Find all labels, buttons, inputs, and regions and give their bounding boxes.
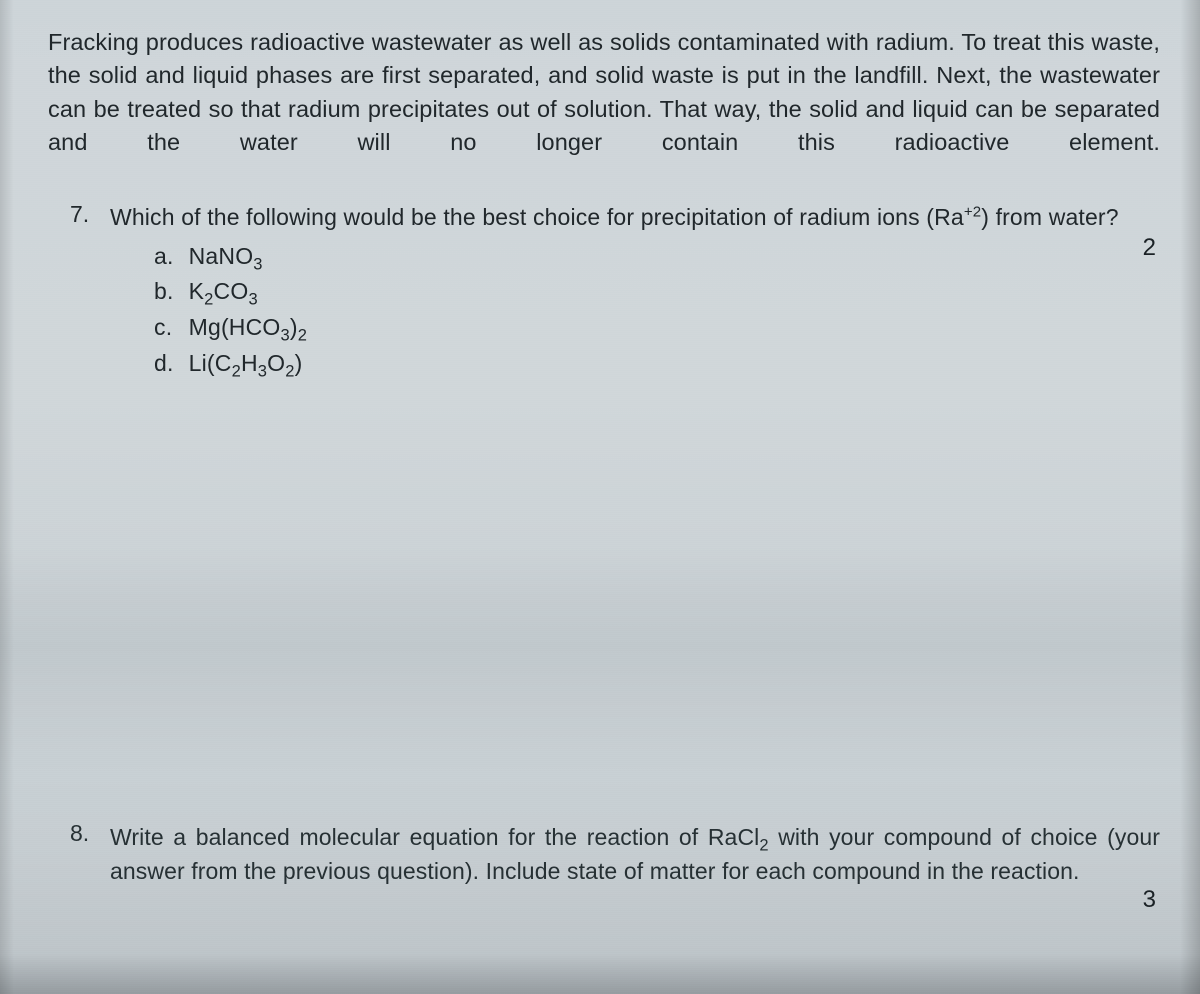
q7-option-b-label: b. xyxy=(154,274,182,310)
q7-stem: Which of the following would be the best… xyxy=(110,201,1160,234)
q7-option-c-label: c. xyxy=(154,310,182,346)
question-7: 7. Which of the following would be the b… xyxy=(48,201,1160,381)
q7-option-d: d. Li(C2H3O2) xyxy=(154,346,1160,382)
q8-stem-pre: Write a balanced molecular equation for … xyxy=(110,824,759,850)
worksheet-page: Fracking produces radioactive wastewater… xyxy=(0,0,1200,431)
q7-option-d-formula: Li(C2H3O2) xyxy=(189,350,303,376)
vignette-right xyxy=(1180,0,1200,994)
q7-points: 2 xyxy=(1143,234,1156,262)
intro-paragraph: Fracking produces radioactive wastewater… xyxy=(48,26,1160,159)
q7-option-b: b. K2CO3 xyxy=(154,274,1160,310)
q8-number: 8. xyxy=(70,820,89,847)
q7-stem-sup: +2 xyxy=(964,204,981,221)
q7-option-a-formula: NaNO3 xyxy=(189,243,263,269)
q7-stem-pre: Which of the following would be the best… xyxy=(110,204,964,230)
q8-points: 3 xyxy=(1143,886,1156,914)
q7-number: 7. xyxy=(70,201,89,228)
q7-option-c-formula: Mg(HCO3)2 xyxy=(189,314,308,340)
vignette-left xyxy=(0,0,14,994)
q7-option-a-label: a. xyxy=(154,239,182,275)
q8-stem-sub: 2 xyxy=(759,837,768,855)
q7-option-b-formula: K2CO3 xyxy=(189,278,258,304)
q7-options: a. NaNO3 b. K2CO3 c. Mg(HCO3)2 d. Li(C2H… xyxy=(110,239,1160,382)
q7-option-c: c. Mg(HCO3)2 xyxy=(154,310,1160,346)
question-8: 8. Write a balanced molecular equation f… xyxy=(48,820,1160,888)
q7-stem-post: ) from water? xyxy=(981,204,1118,230)
q8-stem: Write a balanced molecular equation for … xyxy=(110,820,1160,888)
q7-option-d-label: d. xyxy=(154,346,182,382)
q7-option-a: a. NaNO3 xyxy=(154,239,1160,275)
vignette-bottom xyxy=(0,954,1200,994)
